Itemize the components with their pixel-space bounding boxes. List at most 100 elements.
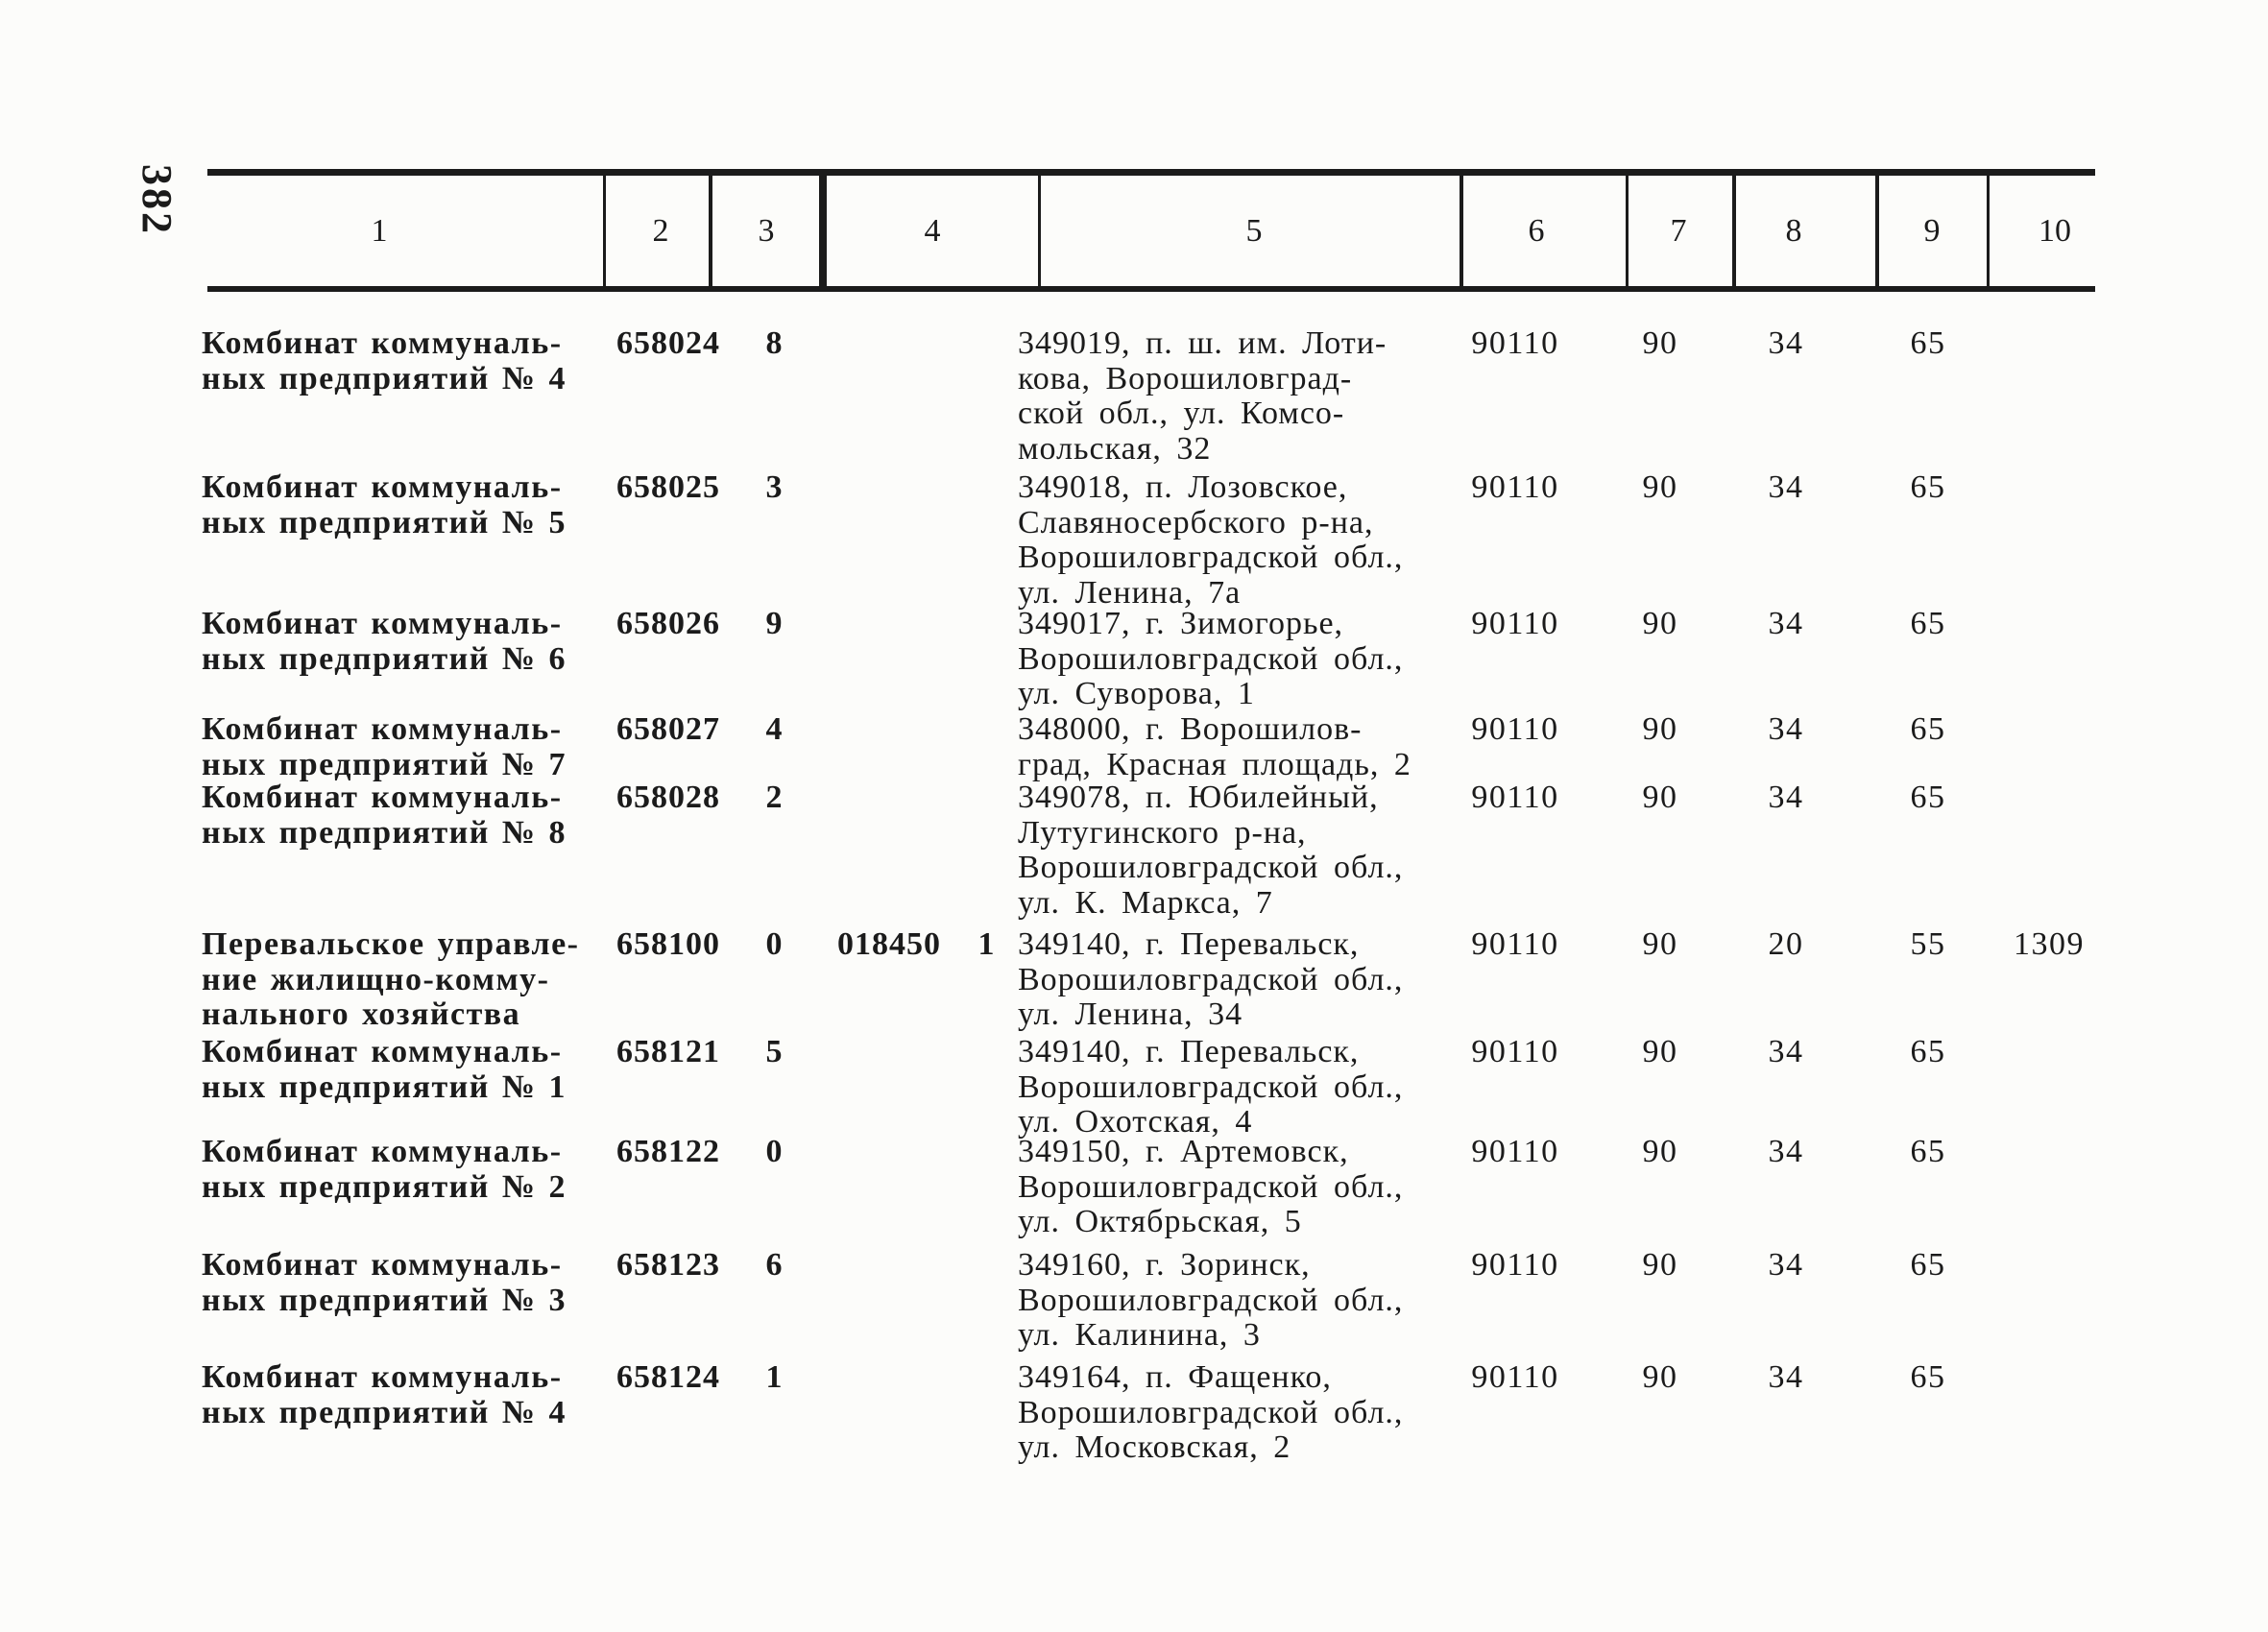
header-column-divider <box>1460 176 1463 286</box>
code-cell: 658122 <box>616 1134 720 1169</box>
col7-cell: 90 <box>1642 1247 1678 1283</box>
check-digit-cell: 2 <box>765 780 783 815</box>
extra-code-cell: 018450 <box>837 926 941 962</box>
org-name-cell: Перевальское управле- ние жилищно-комму-… <box>202 926 580 1033</box>
org-name-cell: Комбинат коммуналь- ных предприятий № 4 <box>202 325 567 396</box>
address-cell: 349164, п. Фащенко, Ворошиловградской об… <box>1018 1359 1404 1466</box>
col7-cell: 90 <box>1642 606 1678 641</box>
header-column-divider <box>603 176 606 286</box>
org-name-cell: Комбинат коммуналь- ных предприятий № 5 <box>202 469 567 540</box>
address-cell: 349140, г. Перевальск, Ворошиловградской… <box>1018 1034 1404 1140</box>
col9-cell: 65 <box>1910 1134 1946 1169</box>
check-digit-cell: 9 <box>765 606 783 641</box>
col6-cell: 90110 <box>1471 1134 1559 1169</box>
org-name-cell: Комбинат коммуналь- ных предприятий № 8 <box>202 780 567 851</box>
code-cell: 658100 <box>616 926 720 962</box>
org-name-cell: Комбинат коммуналь- ных предприятий № 2 <box>202 1134 567 1205</box>
column-header-1: 1 <box>371 213 388 249</box>
col8-cell: 34 <box>1768 1134 1804 1169</box>
check-digit-cell: 0 <box>765 926 783 962</box>
code-cell: 658123 <box>616 1247 720 1283</box>
col7-cell: 90 <box>1642 1359 1678 1395</box>
col8-cell: 34 <box>1768 606 1804 641</box>
table-header-bottom-rule <box>207 286 2095 292</box>
col8-cell: 34 <box>1768 325 1804 361</box>
address-cell: 349078, п. Юбилейный, Лутугинского р-на,… <box>1018 780 1404 921</box>
col8-cell: 34 <box>1768 711 1804 747</box>
column-header-10: 10 <box>2039 213 2071 249</box>
org-name-cell: Комбинат коммуналь- ных предприятий № 1 <box>202 1034 567 1105</box>
check-digit-cell: 8 <box>765 325 783 361</box>
col9-cell: 65 <box>1910 1247 1946 1283</box>
col7-cell: 90 <box>1642 780 1678 815</box>
check-digit-cell: 4 <box>765 711 783 747</box>
column-header-7: 7 <box>1670 213 1687 249</box>
col9-cell: 65 <box>1910 469 1946 505</box>
col7-cell: 90 <box>1642 325 1678 361</box>
col7-cell: 90 <box>1642 926 1678 962</box>
table-top-rule <box>207 169 2095 176</box>
col9-cell: 55 <box>1910 926 1946 962</box>
col6-cell: 90110 <box>1471 325 1559 361</box>
column-header-9: 9 <box>1923 213 1941 249</box>
code-cell: 658027 <box>616 711 720 747</box>
address-cell: 349160, г. Зоринск, Ворошиловградской об… <box>1018 1247 1404 1354</box>
code-cell: 658024 <box>616 325 720 361</box>
col8-cell: 34 <box>1768 1359 1804 1395</box>
header-column-divider <box>1875 176 1879 286</box>
col9-cell: 65 <box>1910 780 1946 815</box>
header-column-divider <box>709 176 712 286</box>
col7-cell: 90 <box>1642 1134 1678 1169</box>
header-column-divider <box>819 176 827 286</box>
org-name-cell: Комбинат коммуналь- ных предприятий № 6 <box>202 606 567 677</box>
address-cell: 348000, г. Ворошилов- град, Красная площ… <box>1018 711 1411 782</box>
col9-cell: 65 <box>1910 606 1946 641</box>
column-header-3: 3 <box>758 213 775 249</box>
code-cell: 658026 <box>616 606 720 641</box>
col6-cell: 90110 <box>1471 1359 1559 1395</box>
col6-cell: 90110 <box>1471 711 1559 747</box>
header-column-divider <box>1626 176 1629 286</box>
check-digit-cell: 1 <box>765 1359 783 1395</box>
code-cell: 658121 <box>616 1034 720 1069</box>
col8-cell: 34 <box>1768 469 1804 505</box>
header-column-divider <box>1732 176 1736 286</box>
address-cell: 349017, г. Зимогорье, Ворошиловградской … <box>1018 606 1404 712</box>
check-digit-cell: 6 <box>765 1247 783 1283</box>
header-column-divider <box>1038 176 1041 286</box>
col8-cell: 34 <box>1768 780 1804 815</box>
col9-cell: 65 <box>1910 325 1946 361</box>
code-cell: 658028 <box>616 780 720 815</box>
column-header-2: 2 <box>652 213 669 249</box>
column-header-8: 8 <box>1785 213 1802 249</box>
code-cell: 658124 <box>616 1359 720 1395</box>
header-column-divider <box>1987 176 1990 286</box>
address-cell: 349140, г. Перевальск, Ворошиловградской… <box>1018 926 1404 1033</box>
col6-cell: 90110 <box>1471 469 1559 505</box>
col6-cell: 90110 <box>1471 1247 1559 1283</box>
col9-cell: 65 <box>1910 711 1946 747</box>
col8-cell: 20 <box>1768 926 1804 962</box>
code-cell: 658025 <box>616 469 720 505</box>
org-name-cell: Комбинат коммуналь- ных предприятий № 4 <box>202 1359 567 1430</box>
col9-cell: 65 <box>1910 1359 1946 1395</box>
extra-code-check-cell: 1 <box>977 926 995 962</box>
column-header-6: 6 <box>1528 213 1545 249</box>
col7-cell: 90 <box>1642 1034 1678 1069</box>
col10-cell: 1309 <box>2014 926 2085 962</box>
col7-cell: 90 <box>1642 711 1678 747</box>
col6-cell: 90110 <box>1471 926 1559 962</box>
org-name-cell: Комбинат коммуналь- ных предприятий № 3 <box>202 1247 567 1318</box>
check-digit-cell: 3 <box>765 469 783 505</box>
col8-cell: 34 <box>1768 1247 1804 1283</box>
check-digit-cell: 5 <box>765 1034 783 1069</box>
page-number: 382 <box>133 164 181 236</box>
address-cell: 349150, г. Артемовск, Ворошиловградской … <box>1018 1134 1404 1240</box>
col6-cell: 90110 <box>1471 1034 1559 1069</box>
col6-cell: 90110 <box>1471 780 1559 815</box>
check-digit-cell: 0 <box>765 1134 783 1169</box>
col6-cell: 90110 <box>1471 606 1559 641</box>
column-header-4: 4 <box>924 213 941 249</box>
col9-cell: 65 <box>1910 1034 1946 1069</box>
